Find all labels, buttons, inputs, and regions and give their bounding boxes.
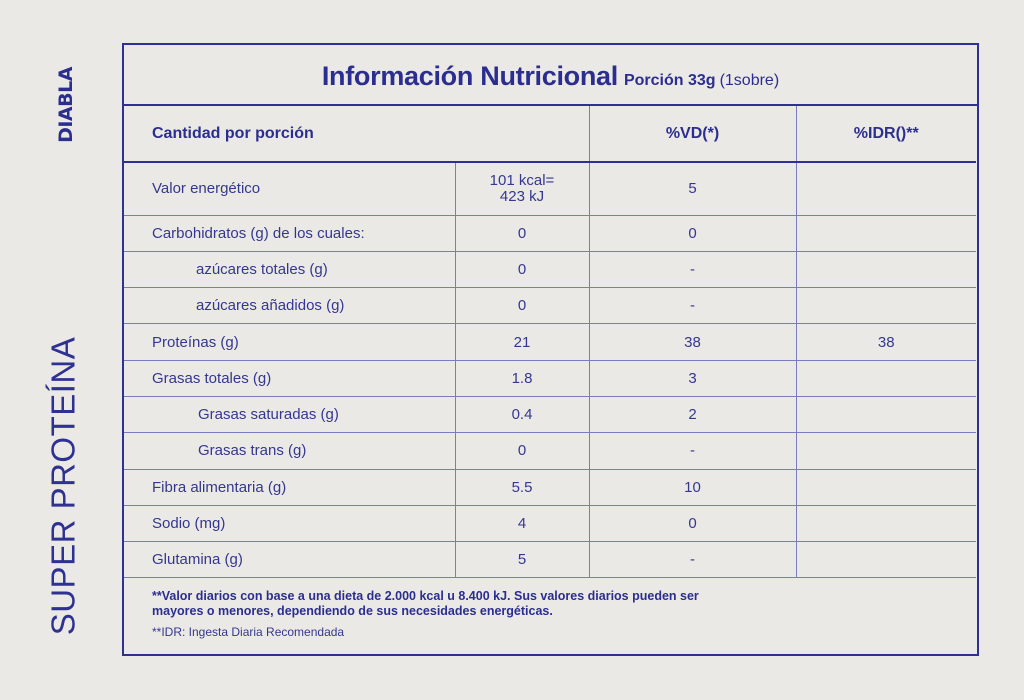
- row-vd: -: [588, 250, 797, 289]
- row-amount: 5.5: [454, 468, 590, 506]
- amount-kj: 423 kJ: [499, 187, 545, 205]
- nutrition-facts-panel: Información Nutricional Porción 33g (1so…: [122, 43, 979, 656]
- row-vd: 0: [588, 214, 797, 252]
- row-amount: 0: [454, 287, 590, 325]
- table-header-row: Cantidad por porción %VD(*) %IDR()**: [124, 106, 976, 163]
- nutrition-title: Información Nutricional: [321, 61, 618, 91]
- row-idr: [795, 504, 976, 543]
- row-label: Proteínas (g): [124, 323, 456, 361]
- brand-logo: DIABLA: [52, 52, 80, 158]
- row-label: Fibra alimentaria (g): [124, 468, 456, 506]
- row-label: Glutamina (g): [124, 541, 456, 579]
- brand-logo-text: DIABLA: [55, 67, 77, 143]
- row-label: azúcares totales (g): [124, 250, 456, 289]
- portion-unit: (1sobre): [719, 72, 780, 89]
- row-vd: 5: [588, 161, 797, 216]
- row-amount: 0.4: [454, 395, 590, 434]
- footnotes: **Valor diarios con base a una dieta de …: [124, 577, 977, 654]
- table-row: azúcares añadidos (g) 0 -: [124, 287, 976, 325]
- table-row: azúcares totales (g) 0 -: [124, 250, 976, 289]
- row-label: Grasas saturadas (g): [124, 395, 456, 434]
- nutrition-table: Cantidad por porción %VD(*) %IDR()** Val…: [124, 106, 976, 579]
- daily-value-footnote: **Valor diarios con base a una dieta de …: [152, 589, 699, 618]
- row-label: Valor energético: [124, 161, 456, 216]
- row-idr: [795, 359, 976, 397]
- row-idr: [795, 250, 976, 289]
- row-amount: 5: [454, 541, 590, 579]
- amount-kcal: 101 kcal=: [489, 171, 555, 189]
- row-vd: 3: [588, 359, 797, 397]
- row-amount: 4: [454, 504, 590, 543]
- table-row: Carbohidratos (g) de los cuales: 0 0: [124, 214, 976, 252]
- table-row: Fibra alimentaria (g) 5.5 10: [124, 468, 976, 506]
- row-vd: 2: [588, 395, 797, 434]
- row-amount: 0: [454, 214, 590, 252]
- row-label: Sodio (mg): [124, 504, 456, 543]
- idr-footnote: **IDR: Ingesta Diaria Recomendada: [152, 625, 345, 639]
- row-vd: 38: [588, 323, 797, 361]
- header-quantity: Cantidad por porción: [124, 106, 590, 163]
- table-row: Glutamina (g) 5 -: [124, 541, 976, 579]
- row-amount: 101 kcal= 423 kJ: [454, 161, 590, 216]
- row-label: Grasas trans (g): [124, 432, 456, 470]
- row-vd: -: [588, 432, 797, 470]
- row-amount: 0: [454, 432, 590, 470]
- header-idr: %IDR()**: [795, 106, 976, 163]
- header-vd: %VD(*): [588, 106, 797, 163]
- product-name: SUPER PROTEÍNA: [38, 318, 88, 654]
- row-amount: 1.8: [454, 359, 590, 397]
- row-idr: [795, 161, 976, 216]
- row-idr: [795, 541, 976, 579]
- row-vd: 0: [588, 504, 797, 543]
- row-amount: 21: [454, 323, 590, 361]
- row-idr: [795, 395, 976, 434]
- row-idr: [795, 468, 976, 506]
- table-row: Grasas trans (g) 0 -: [124, 432, 976, 470]
- row-vd: -: [588, 541, 797, 579]
- table-row: Proteínas (g) 21 38 38: [124, 323, 976, 361]
- row-label: Carbohidratos (g) de los cuales:: [124, 214, 456, 252]
- row-label: Grasas totales (g): [124, 359, 456, 397]
- row-idr: [795, 432, 976, 470]
- row-vd: 10: [588, 468, 797, 506]
- nutrition-title-row: Información Nutricional Porción 33g (1so…: [124, 45, 977, 106]
- table-row: Grasas totales (g) 1.8 3: [124, 359, 976, 397]
- row-label: azúcares añadidos (g): [124, 287, 456, 325]
- row-idr: 38: [795, 323, 976, 361]
- portion-size: Porción 33g: [623, 72, 716, 89]
- row-idr: [795, 287, 976, 325]
- table-row: Sodio (mg) 4 0: [124, 504, 976, 543]
- table-row-energy: Valor energético 101 kcal= 423 kJ 5: [124, 161, 976, 216]
- table-row: Grasas saturadas (g) 0.4 2: [124, 395, 976, 434]
- row-vd: -: [588, 287, 797, 325]
- row-amount: 0: [454, 250, 590, 289]
- product-name-text: SUPER PROTEÍNA: [44, 336, 81, 636]
- row-idr: [795, 214, 976, 252]
